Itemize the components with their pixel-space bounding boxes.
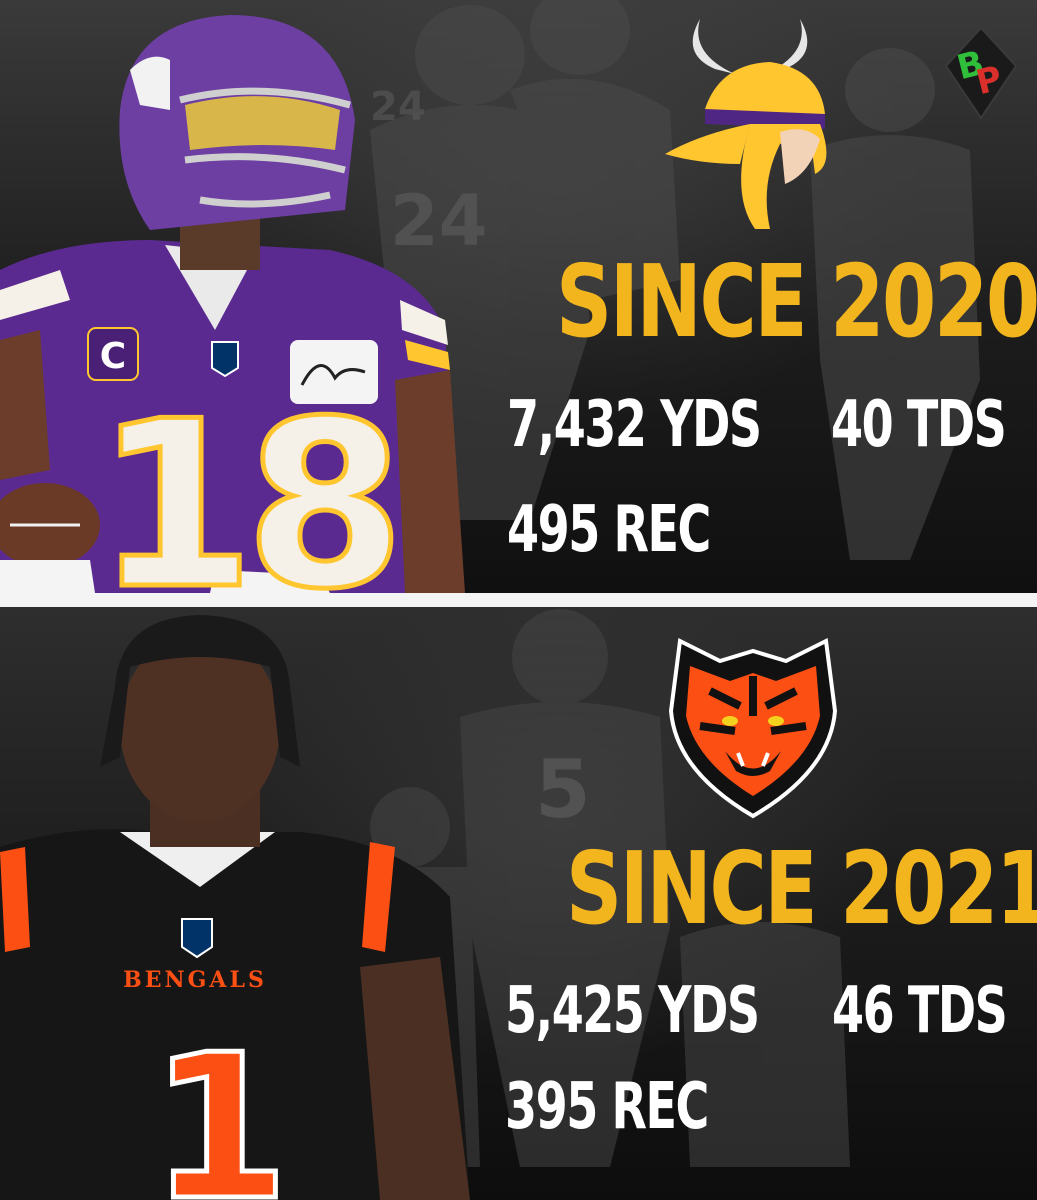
vikings-logo — [665, 19, 827, 229]
jersey-number: 1 — [150, 1012, 289, 1200]
stat-yards: 5,425 YDS — [505, 974, 760, 1048]
stat-receptions: 395 REC — [505, 1070, 709, 1144]
bengals-logo — [668, 637, 838, 819]
player-bengals: BENGALS 1 — [0, 615, 470, 1200]
background-players: 24 24 — [370, 0, 980, 560]
panel-vikings: 24 24 — [0, 0, 1037, 593]
stat-yards: 7,432 YDS — [507, 388, 762, 462]
stat-touchdowns: 40 TDS — [831, 388, 1007, 462]
stat-receptions: 495 REC — [507, 493, 711, 567]
stat-touchdowns: 46 TDS — [832, 974, 1008, 1048]
headline: SINCE 2021 — [566, 830, 1037, 947]
svg-text:24: 24 — [370, 84, 426, 130]
captain-patch-letter: C — [100, 336, 126, 377]
player-vikings: C 18 — [0, 15, 465, 593]
bp-logo: B P — [944, 26, 1018, 120]
jersey-wordmark: BENGALS — [123, 967, 267, 993]
headline: SINCE 2020 — [556, 243, 1037, 360]
svg-text:24: 24 — [390, 180, 487, 262]
panel-bengals: 5 BENGALS 1 — [0, 607, 1037, 1200]
panel-divider — [0, 593, 1037, 607]
background-jersey-number: 5 — [535, 743, 591, 836]
jersey-number: 18 — [95, 373, 395, 593]
